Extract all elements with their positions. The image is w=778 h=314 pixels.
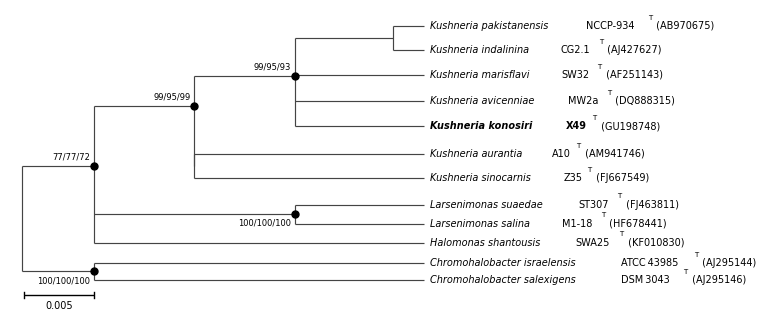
Text: Kushneria indalinina: Kushneria indalinina [430,45,532,55]
Text: 100/100/100: 100/100/100 [238,219,291,228]
Text: 77/77/72: 77/77/72 [52,152,90,161]
Text: 99/95/99: 99/95/99 [153,92,191,101]
Text: (AJ427627): (AJ427627) [605,45,662,55]
Text: X49: X49 [566,122,587,132]
Text: (AJ295144): (AJ295144) [699,258,757,268]
Text: Larsenimonas salina: Larsenimonas salina [430,219,533,229]
Text: SW32: SW32 [562,70,590,80]
Text: T: T [694,252,699,258]
Text: (GU198748): (GU198748) [598,122,660,132]
Text: CG2.1: CG2.1 [561,45,591,55]
Text: DSM 3043: DSM 3043 [621,275,669,285]
Text: NCCP-934: NCCP-934 [586,21,634,31]
Text: Kushneria marisflavi: Kushneria marisflavi [430,70,533,80]
Text: T: T [683,269,688,275]
Text: Z35: Z35 [563,173,582,183]
Text: Kushneria konosiri: Kushneria konosiri [430,122,536,132]
Text: SWA25: SWA25 [576,238,610,248]
Text: Chromohalobacter israelensis: Chromohalobacter israelensis [430,258,579,268]
Text: Kushneria pakistanensis: Kushneria pakistanensis [430,21,552,31]
Text: ATCC 43985: ATCC 43985 [621,258,678,268]
Text: 99/95/93: 99/95/93 [254,62,291,71]
Text: T: T [618,193,622,199]
Text: (HF678441): (HF678441) [606,219,667,229]
Text: (KF010830): (KF010830) [625,238,685,248]
Text: (AJ295146): (AJ295146) [689,275,746,285]
Text: T: T [601,212,605,219]
Text: (FJ667549): (FJ667549) [593,173,649,183]
Text: Kushneria aurantia: Kushneria aurantia [430,149,525,159]
Text: (DQ888315): (DQ888315) [612,96,675,106]
Text: Halomonas shantousis: Halomonas shantousis [430,238,544,248]
Text: 0.005: 0.005 [45,301,73,311]
Text: Kushneria sinocarnis: Kushneria sinocarnis [430,173,534,183]
Text: M1-18: M1-18 [562,219,592,229]
Text: (AF251143): (AF251143) [603,70,663,80]
Text: T: T [576,143,580,149]
Text: Chromohalobacter salexigens: Chromohalobacter salexigens [430,275,579,285]
Text: MW2a: MW2a [568,96,598,106]
Text: (FJ463811): (FJ463811) [623,199,679,209]
Text: ST307: ST307 [578,199,609,209]
Text: Larsenimonas suaedae: Larsenimonas suaedae [430,199,546,209]
Text: A10: A10 [552,149,571,159]
Text: 100/100/100: 100/100/100 [37,276,90,285]
Text: Kushneria avicenniae: Kushneria avicenniae [430,96,538,106]
Text: (AB970675): (AB970675) [654,21,714,31]
Text: T: T [598,64,601,70]
Text: T: T [587,167,592,173]
Text: T: T [599,39,603,45]
Text: T: T [607,89,611,95]
Text: T: T [648,15,652,21]
Text: (AM941746): (AM941746) [582,149,645,159]
Text: T: T [619,231,624,237]
Text: T: T [592,115,597,121]
